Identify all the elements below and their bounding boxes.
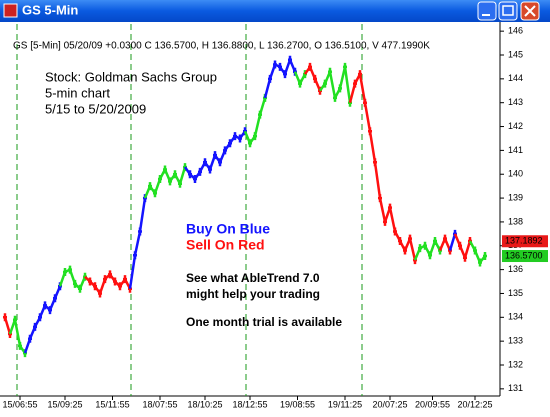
promo-text: See what AbleTrend 7.0 [186, 271, 320, 285]
x-tick-label: 15/11:55 [95, 399, 129, 409]
chart-header: GS [5-Min] 05/20/09 +0.0300 C 136.5700, … [13, 41, 430, 52]
y-tick-label: 145 [508, 49, 523, 59]
y-tick-label: 146 [508, 26, 523, 36]
y-tick-label: 133 [508, 336, 523, 346]
window-title: GS 5-Min [22, 2, 78, 17]
title-bar [0, 0, 550, 22]
promo-text: One month trial is available [186, 315, 342, 329]
y-tick-label: 138 [508, 216, 523, 226]
x-tick-label: 20/12:25 [457, 399, 492, 409]
price-label: 137.1892 [505, 236, 543, 246]
annotation: Stock: Goldman Sachs Group [45, 69, 217, 84]
buy-text: Buy On Blue [186, 221, 270, 237]
x-tick-label: 19/08:55 [280, 399, 315, 409]
y-tick-label: 142 [508, 121, 523, 131]
y-tick-label: 139 [508, 192, 523, 202]
maximize-button[interactable] [498, 1, 518, 21]
price-label-box [502, 250, 548, 263]
y-tick-label: 144 [508, 73, 523, 83]
price-bar [479, 252, 487, 264]
annotation: 5-min chart [45, 85, 110, 100]
price-label: 136.5700 [505, 250, 543, 260]
y-tick-label: 141 [508, 145, 523, 155]
y-tick-label: 143 [508, 97, 523, 107]
y-tick-label: 134 [508, 312, 523, 322]
maximize-glyph [502, 5, 514, 16]
x-tick-label: 20/07:25 [372, 399, 407, 409]
y-tick-label: 136 [508, 264, 523, 274]
minimize-button[interactable] [477, 1, 497, 21]
promo-text: might help your trading [186, 287, 320, 301]
app-icon [3, 3, 18, 18]
close-glyph [524, 5, 536, 17]
x-tick-label: 18/10:25 [187, 399, 222, 409]
y-tick-label: 140 [508, 169, 523, 179]
x-tick-label: 15/09:25 [47, 399, 82, 409]
x-tick-label: 20/09:55 [415, 399, 450, 409]
price-label-box [502, 235, 548, 248]
x-tick-label: 19/11:25 [328, 399, 362, 409]
x-tick-label: 18/12:55 [232, 399, 267, 409]
x-tick-label: 15/06:55 [2, 399, 37, 409]
x-tick-label: 18/07:55 [142, 399, 177, 409]
annotation: 5/15 to 5/20/2009 [45, 101, 146, 116]
y-tick-label: 131 [508, 383, 523, 393]
chart-area [0, 22, 550, 412]
y-tick-label: 135 [508, 288, 523, 298]
y-tick-label: 132 [508, 359, 523, 369]
sell-text: Sell On Red [186, 237, 265, 253]
